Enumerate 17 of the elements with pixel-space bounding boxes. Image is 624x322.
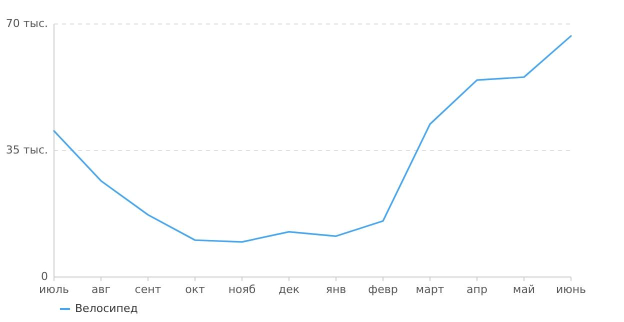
x-tick-label: сент	[134, 283, 162, 296]
x-tick-label: май	[512, 283, 536, 296]
y-tick-label: 70 тыс.	[6, 17, 48, 30]
x-tick-label: февр	[368, 283, 398, 296]
line-series	[53, 35, 572, 243]
y-tick-label: 35 тыс.	[6, 144, 48, 157]
x-tick-label: авг	[91, 283, 111, 296]
x-tick-label: нояб	[228, 283, 256, 296]
legend-label: Велосипед	[75, 302, 138, 316]
x-tick-label: апр	[466, 283, 488, 296]
x-tick-label: окт	[185, 283, 206, 296]
x-tick-label: март	[416, 283, 445, 296]
x-tick-label: дек	[278, 283, 300, 296]
x-tick-label: июнь	[556, 283, 586, 296]
y-tick-label: 0	[41, 270, 48, 284]
x-tick-label: янв	[326, 283, 346, 296]
x-tick-label: июль	[39, 283, 69, 296]
